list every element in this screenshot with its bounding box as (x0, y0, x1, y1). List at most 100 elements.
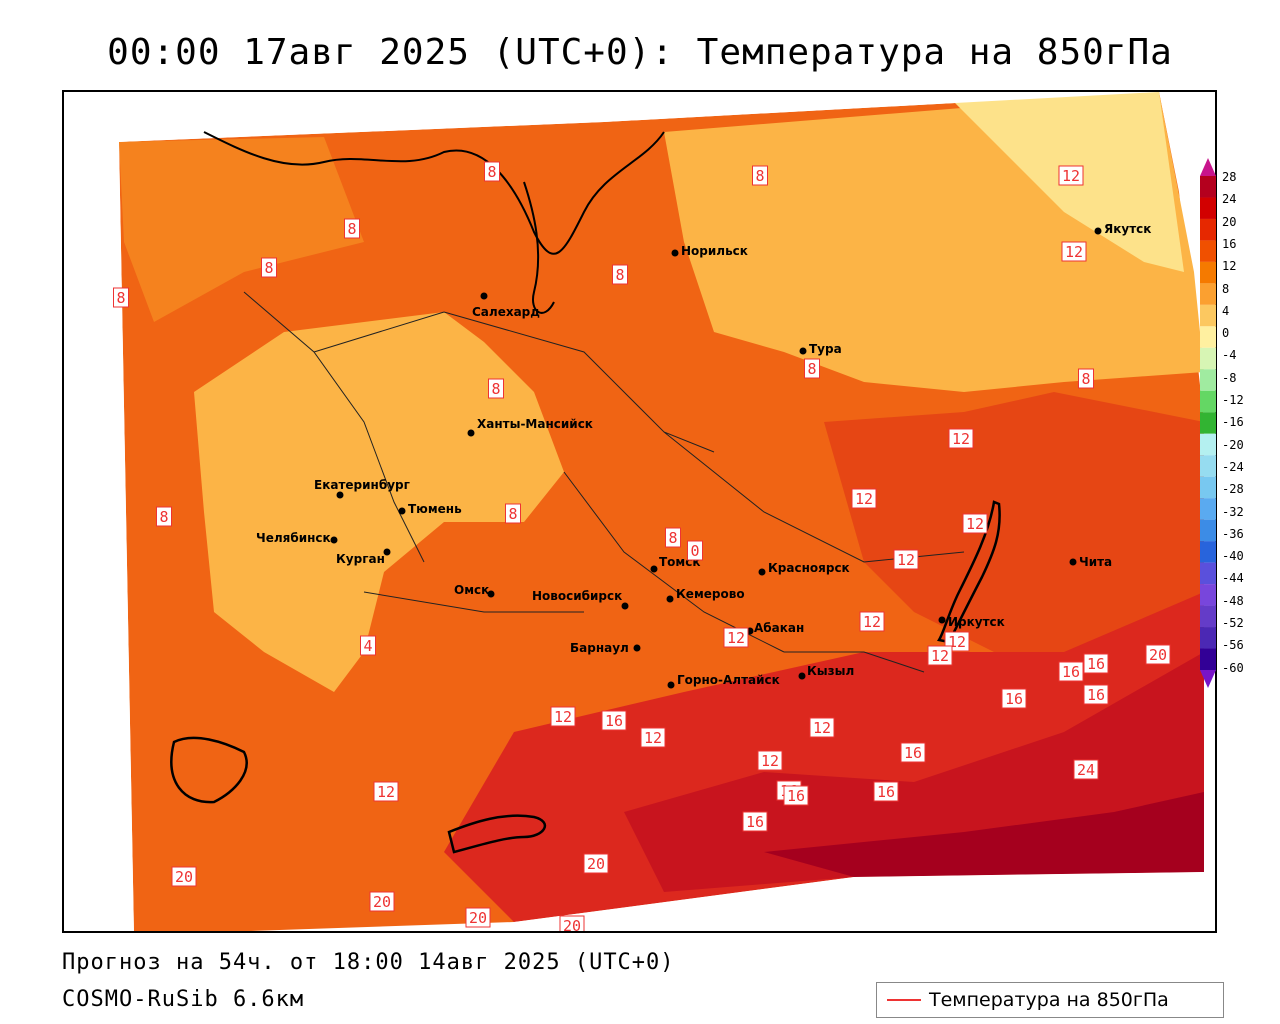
isotherm-label: 12 (952, 430, 970, 448)
city-label-khanty: Ханты-Мансийск (477, 417, 593, 431)
isotherm-label: 12 (863, 613, 881, 631)
isotherm-label: 12 (1065, 243, 1083, 261)
city-label-kemerovo: Кемерово (676, 587, 745, 601)
region-north-4-8 (119, 137, 364, 322)
isotherm-label-box (1083, 684, 1109, 705)
city-label-ekaterinburg: Екатеринбург (314, 478, 410, 492)
isotherm-label: 16 (1062, 663, 1080, 681)
colorbar-cell (1200, 197, 1216, 219)
isotherm-label-box (465, 907, 491, 928)
isotherm-label: 0 (690, 542, 699, 560)
colorbar-cell (1200, 412, 1216, 434)
colorbar-cell (1200, 304, 1216, 327)
city-dot-chelyabinsk (330, 536, 338, 544)
map-title: 00:00 17авг 2025 (UTC+0): Температура на… (107, 32, 1173, 73)
colorbar-tick-label: 0 (1222, 326, 1230, 341)
colorbar-tick-label: -52 (1222, 616, 1244, 630)
colorbar-cell (1200, 347, 1216, 370)
isotherm-label-box (665, 527, 681, 548)
isotherm-label: 8 (508, 505, 517, 523)
colorbar-cell (1200, 562, 1216, 585)
colorbar-tick-label: 4 (1222, 303, 1230, 318)
map-legend: Температура на 850гПа (876, 982, 1224, 1018)
isotherm-label: 20 (373, 893, 391, 911)
colorbar-tick-label: -12 (1222, 393, 1244, 407)
colorbar-cell (1200, 433, 1216, 456)
colorbar-tick-label: -24 (1222, 459, 1244, 474)
city-label-chelyabinsk: Челябинск (256, 531, 331, 545)
isotherm-label: 12 (727, 629, 745, 647)
temperature-map: Норильск Салехард Тура Якутск Ханты-Манс… (62, 90, 1217, 933)
caspian-sea (170, 736, 248, 804)
isotherm-label-box (373, 781, 399, 802)
colorbar-cell (1200, 605, 1216, 628)
city-dot-tura (799, 347, 807, 355)
colorbar-tick-label: -4 (1222, 348, 1237, 363)
colorbar-cell (1200, 369, 1216, 391)
isotherm-label: 12 (897, 551, 915, 569)
isotherm-label-box (559, 915, 585, 931)
city-dot-yakutsk (1094, 227, 1102, 235)
colorbar-cell (1200, 584, 1216, 606)
region-west-4-8 (194, 312, 564, 692)
isotherm-label-box (804, 358, 820, 379)
isotherm-label-box (1061, 241, 1087, 262)
isotherm-label-box (783, 785, 809, 806)
outside-domain-west (64, 142, 134, 931)
colorbar-tick-label: -60 (1222, 660, 1244, 675)
isotherm-label-box (900, 742, 926, 763)
city-dot-kyzyl (798, 672, 806, 680)
isotherm-label: 12 (554, 708, 572, 726)
isotherm-label-box (1083, 653, 1109, 674)
colorbar-tick-label: -44 (1222, 571, 1244, 586)
city-dot-norilsk (671, 249, 679, 257)
isotherm-label-box (583, 853, 609, 874)
admin-borders (243, 291, 965, 673)
isotherm-label-box (893, 549, 919, 570)
colorbar-cell (1200, 176, 1216, 198)
isotherm-label: 20 (587, 855, 605, 873)
isotherm-label: 16 (1087, 686, 1105, 704)
colorbar-cell (1200, 390, 1216, 413)
city-dot-irkutsk (938, 616, 946, 624)
isotherm-label-box (859, 611, 885, 632)
outside-domain-nw (64, 92, 119, 142)
colorbar-tick-label: -40 (1222, 549, 1244, 564)
colorbar-tick-label: -36 (1222, 526, 1244, 541)
city-label-gorno-altaysk: Горно-Алтайск (677, 673, 780, 687)
colorbar-tick-label: -56 (1222, 638, 1244, 653)
isotherm-label-box (601, 710, 627, 731)
colorbar-tick-label: 20 (1222, 214, 1237, 229)
isotherm-label: 8 (615, 266, 624, 284)
city-dot-kurgan (383, 548, 391, 556)
isotherm-label-box (742, 811, 768, 832)
isotherm-label-box (752, 165, 768, 186)
isotherm-label: 4 (363, 637, 372, 655)
isotherm-label: 12 (813, 719, 831, 737)
forecast-info: Прогноз на 54ч. от 18:00 14авг 2025 (UTC… (62, 950, 675, 975)
yenisei-gulf (523, 181, 555, 314)
isotherm-label-box (1058, 661, 1084, 682)
city-dot-ekaterinburg (336, 491, 344, 499)
isotherm-label-box (1078, 368, 1094, 389)
city-dot-tyumen (398, 507, 406, 515)
lake-balkhash (447, 814, 547, 854)
colorbar-cell (1200, 218, 1216, 241)
city-label-chita: Чита (1079, 555, 1112, 569)
city-dot-salekhard (480, 292, 488, 300)
city-label-salekhard: Салехард (472, 305, 540, 319)
colorbar-cell (1200, 326, 1216, 348)
colorbar-cell (1200, 455, 1216, 477)
city-label-tyumen: Тюмень (408, 502, 462, 516)
colorbar-bottom-arrow (1200, 670, 1216, 688)
isotherm-label: 8 (755, 167, 764, 185)
colorbar-tick-label: 24 (1222, 192, 1237, 207)
city-dot-chita (1069, 558, 1077, 566)
city-label-novosibirsk: Новосибирск (532, 589, 622, 603)
city-label-abakan: Абакан (754, 621, 804, 635)
outside-domain-se (514, 872, 1215, 931)
isotherm-label-box (505, 503, 521, 524)
city-dot-gorno-altaysk (667, 681, 675, 689)
isotherm-label-box (809, 717, 835, 738)
